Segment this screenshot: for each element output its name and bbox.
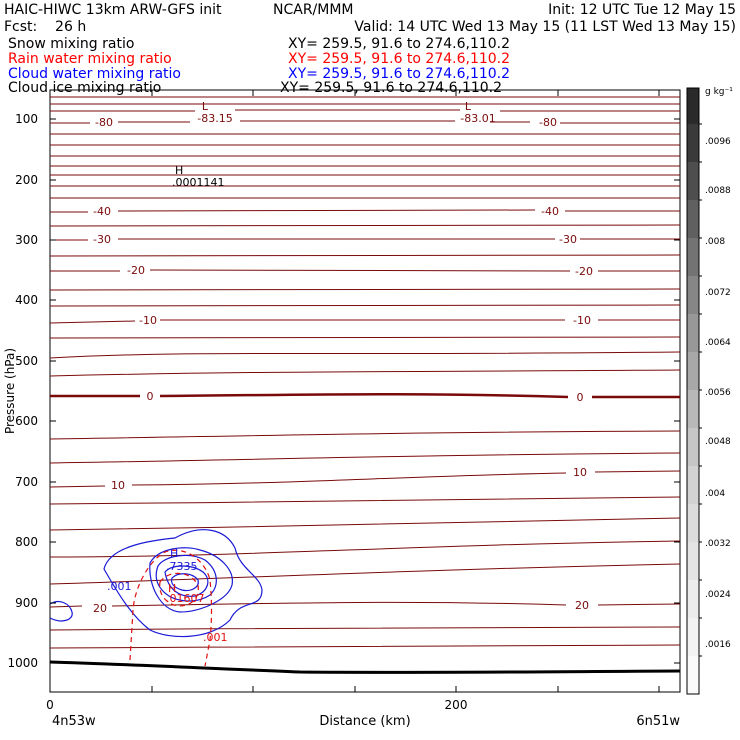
contour-label: -10 bbox=[573, 314, 591, 327]
plot-frame bbox=[49, 89, 681, 693]
colorbar-label: .004 bbox=[705, 489, 725, 499]
contour-label: .001 bbox=[203, 631, 228, 644]
colorbar-label: .0088 bbox=[705, 186, 731, 196]
contour-label: -30 bbox=[93, 233, 111, 246]
high-value: .7335 bbox=[166, 560, 198, 573]
cloud-water-contours bbox=[49, 529, 263, 638]
high-value: .0001141 bbox=[172, 176, 225, 189]
colorbar-unit: g kg⁻¹ bbox=[705, 87, 733, 97]
plot-title: HAIC-HIWC 13km ARW-GFS init bbox=[4, 2, 222, 18]
low-value: -83.15 bbox=[197, 112, 232, 125]
colorbar-label: .0032 bbox=[705, 539, 731, 549]
y-tick-label: 200 bbox=[15, 173, 38, 187]
field-label-cloud-ice: Cloud ice mixing ratio bbox=[8, 80, 162, 96]
contour-label: -10 bbox=[139, 314, 157, 327]
contour-label: -20 bbox=[127, 264, 145, 277]
contour-label: 20 bbox=[93, 602, 107, 615]
cloud-water-labels: H .7335 .001 bbox=[107, 547, 198, 593]
contour-label: 10 bbox=[573, 466, 587, 479]
high-marker: H bbox=[168, 582, 176, 595]
y-tick-label: 700 bbox=[15, 475, 38, 489]
y-tick-label: 800 bbox=[15, 535, 38, 549]
y-tick-label: 1000 bbox=[7, 656, 38, 670]
contour-label: -80 bbox=[539, 116, 557, 129]
rain-water-contours bbox=[129, 549, 213, 667]
cloud-ice-labels: H .0001141 bbox=[172, 164, 225, 189]
field-label-cloud-water: Cloud water mixing ratio bbox=[8, 66, 181, 82]
y-tick-label: 300 bbox=[15, 233, 38, 247]
colorbar-label: .0024 bbox=[705, 590, 731, 600]
x-axis-label: Distance (km) bbox=[319, 714, 410, 729]
y-tick-label: 400 bbox=[15, 293, 38, 307]
colorbar-label: .0096 bbox=[705, 137, 731, 147]
contour-label: -80 bbox=[95, 116, 113, 129]
contour-label: -30 bbox=[559, 233, 577, 246]
colorbar-label: .008 bbox=[705, 237, 725, 247]
colorbar: g kg⁻¹ .0096 .0088 .008 .0072 .0064 .005… bbox=[686, 87, 733, 695]
x-tick-label: 200 bbox=[445, 698, 468, 712]
field-xy-snow: XY= 259.5, 91.6 to 274.6,110.2 bbox=[288, 36, 511, 52]
init-time: Init: 12 UTC Tue 12 May 15 bbox=[548, 2, 736, 18]
valid-time: Valid: 14 UTC Wed 13 May 15 (11 LST Wed … bbox=[354, 19, 736, 35]
forecast-hour: Fcst: 26 h bbox=[4, 19, 87, 35]
temperature-contours bbox=[49, 96, 681, 649]
x-axis-ticks bbox=[151, 90, 660, 692]
temperature-labels: L -83.15 L -83.01 -80 -80 -40 -40 -30 -3… bbox=[93, 100, 593, 615]
contour-label: 10 bbox=[111, 479, 125, 492]
contour-label: -20 bbox=[575, 265, 593, 278]
y-tick-labels: 100 200 300 400 500 600 700 800 900 1000 bbox=[7, 112, 38, 670]
high-marker: H bbox=[170, 547, 178, 560]
colorbar-label: .0048 bbox=[705, 437, 731, 447]
high-value: .01607 bbox=[166, 592, 205, 605]
y-tick-label: 900 bbox=[15, 596, 38, 610]
field-xy-cloud-ice: XY= 259.5, 91.6 to 274.6,110.2 bbox=[280, 80, 503, 96]
freezing-level-contour bbox=[50, 392, 680, 399]
high-marker: H bbox=[175, 164, 183, 177]
contour-label: -40 bbox=[541, 205, 559, 218]
terrain-line bbox=[49, 660, 681, 674]
organization-label: NCAR/MMM bbox=[273, 2, 354, 18]
y-tick-label: 600 bbox=[15, 414, 38, 428]
colorbar-label: .0064 bbox=[705, 338, 731, 348]
field-xy-rain: XY= 259.5, 91.6 to 274.6,110.2 bbox=[288, 51, 511, 67]
low-value: -83.01 bbox=[460, 112, 495, 125]
contour-label: 20 bbox=[575, 599, 589, 612]
contour-label: 0 bbox=[147, 390, 154, 403]
x-tick-label: 0 bbox=[46, 698, 54, 712]
left-endpoint-location: 4n53w bbox=[52, 714, 96, 729]
field-label-rain: Rain water mixing ratio bbox=[8, 51, 172, 67]
rain-water-labels: H .01607 .001 bbox=[166, 582, 228, 644]
y-axis-label: Pressure (hPa) bbox=[3, 348, 17, 434]
right-endpoint-location: 6n51w bbox=[636, 714, 680, 729]
y-tick-label: 100 bbox=[15, 112, 38, 126]
y-tick-label: 500 bbox=[15, 354, 38, 368]
field-label-snow: Snow mixing ratio bbox=[8, 36, 135, 52]
colorbar-label: .0056 bbox=[705, 388, 731, 398]
y-axis-ticks bbox=[50, 118, 680, 664]
low-marker: L bbox=[465, 100, 472, 113]
colorbar-label: .0016 bbox=[705, 640, 731, 650]
colorbar-label: .0072 bbox=[705, 288, 731, 298]
low-marker: L bbox=[202, 100, 209, 113]
contour-label: -40 bbox=[93, 205, 111, 218]
contour-label: .001 bbox=[107, 580, 132, 593]
contour-label: 0 bbox=[577, 391, 584, 404]
field-xy-cloud-water: XY= 259.5, 91.6 to 274.6,110.2 bbox=[288, 66, 511, 82]
